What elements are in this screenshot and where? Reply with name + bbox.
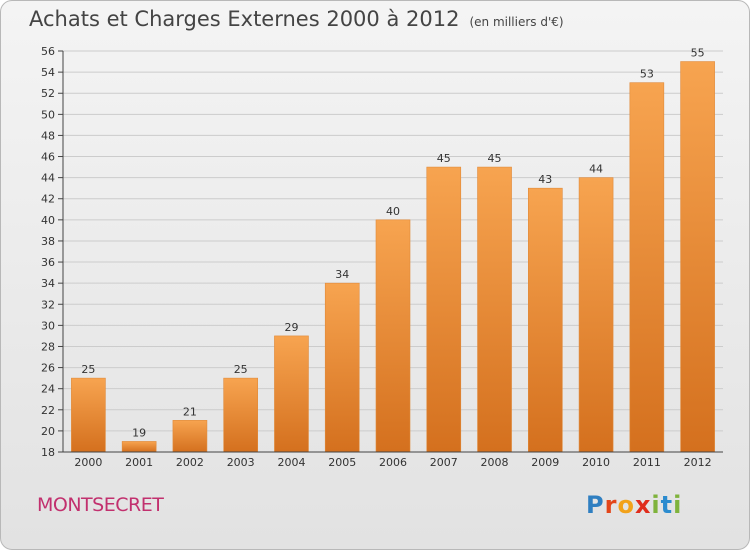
y-tick-label: 24 [41,383,55,396]
y-tick-label: 32 [41,298,55,311]
axes: 18 20 22 24 26 28 30 32 34 36 38 40 42 44 46 48 50 52 54 56… [41,45,723,469]
y-tick-label: 20 [41,425,55,438]
y-tick-label: 36 [41,256,55,269]
x-tick-label: 2010 [582,456,610,469]
x-tick-label: 2000 [74,456,102,469]
bar [71,377,106,453]
data-label: 29 [284,321,298,334]
y-tick-label: 34 [41,277,55,290]
x-tick-label: 2004 [277,456,305,469]
data-label: 43 [538,173,552,186]
bar [324,282,360,453]
chart-unit: (en milliers d'€) [469,15,564,29]
logo-letter: x [634,491,652,519]
y-tick-label: 26 [41,362,55,375]
logo-letter: o [617,491,635,519]
bar [426,166,462,453]
bar [629,82,665,453]
data-label: 44 [589,163,603,176]
town-name: MONTSECRET [37,494,164,516]
y-tick-label: 52 [41,87,55,100]
x-tick-label: 2005 [328,456,356,469]
bar [274,335,309,453]
bar [375,219,411,453]
bar [172,420,208,453]
y-tick-label: 50 [41,108,55,121]
x-tick-label: 2006 [379,456,407,469]
bar [223,377,258,453]
bar [578,177,614,453]
chart-title: Achats et Charges Externes 2000 à 2012 (e… [29,7,564,31]
y-tick-label: 18 [41,446,55,459]
bar [680,61,715,453]
y-tick-label: 22 [41,404,55,417]
data-labels: 25 19 21 25 29 34 40 45 45 43 44 53 55 [81,47,704,440]
y-tick-label: 42 [41,193,55,206]
x-tick-label: 2009 [531,456,559,469]
data-label: 25 [81,363,95,376]
y-tick-label: 46 [41,151,55,164]
y-tick-label: 44 [41,172,55,185]
logo-letter: r [604,491,618,519]
bar [477,166,512,453]
data-label: 53 [640,68,654,81]
y-tick-label: 56 [41,45,55,58]
proxiti-logo: Proxiti [586,491,682,519]
data-label: 45 [488,152,502,165]
logo-letter: P [586,491,605,519]
data-label: 21 [183,405,197,418]
y-tick-label: 48 [41,129,55,142]
bars [71,61,715,453]
logo-letter: i [651,491,661,519]
data-label: 45 [437,152,451,165]
bar [121,441,157,453]
x-tick-label: 2008 [481,456,509,469]
y-tick-label: 30 [41,319,55,332]
y-tick-label: 38 [41,235,55,248]
x-tick-label: 2002 [176,456,204,469]
data-label: 19 [132,426,146,439]
y-tick-label: 54 [41,66,55,79]
y-tick-label: 28 [41,340,55,353]
x-tick-label: 2007 [430,456,458,469]
data-label: 40 [386,205,400,218]
bar [528,187,563,453]
chart-title-text: Achats et Charges Externes 2000 à 2012 [29,7,460,31]
data-label: 55 [691,47,705,60]
y-tick-label: 40 [41,214,55,227]
logo-letter: t [660,491,674,519]
x-tick-label: 2011 [633,456,661,469]
logo-letter: i [673,491,683,519]
x-tick-label: 2012 [684,456,712,469]
data-label: 25 [234,363,248,376]
data-label: 34 [335,268,349,281]
x-tick-label: 2003 [227,456,255,469]
x-tick-label: 2001 [125,456,153,469]
